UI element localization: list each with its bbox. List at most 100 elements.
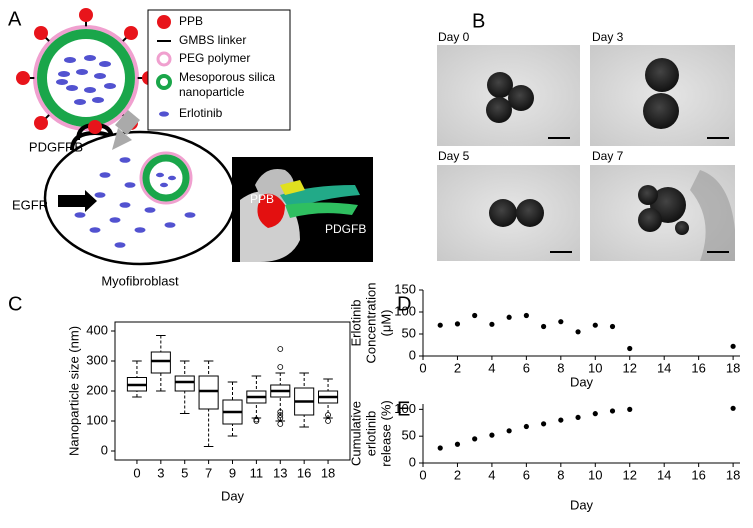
x-tick-label: 0 (133, 465, 140, 480)
drug (184, 212, 196, 218)
x-tick-label: 12 (623, 360, 637, 375)
drug (144, 207, 156, 213)
inset-label: PPB (250, 192, 274, 206)
x-tick-label: 7 (205, 465, 212, 480)
x-tick-label: 12 (623, 467, 637, 482)
data-point (437, 445, 443, 451)
inset-label: PDGFB (325, 222, 366, 236)
micrograph (590, 165, 735, 261)
outlier (253, 416, 260, 423)
x-tick-label: 2 (454, 360, 461, 375)
image-label: Day 7 (592, 149, 624, 163)
outlier (277, 415, 284, 421)
legend-label: PEG polymer (179, 51, 250, 65)
x-tick-label: 14 (657, 467, 671, 482)
panel-label: E (397, 398, 410, 420)
data-point (540, 421, 547, 427)
x-tick-label: 0 (419, 467, 426, 482)
panel-a: A PDGFRB EGFR Myofibroblast PPB GMBS lin… (8, 8, 373, 288)
x-tick-label: 9 (229, 465, 236, 480)
x-tick-label: 8 (557, 360, 564, 375)
y-tick-label: 0 (409, 347, 416, 362)
y-tick-label: 50 (402, 428, 416, 443)
box (150, 351, 171, 374)
x-tick-label: 8 (557, 467, 564, 482)
drug (74, 99, 86, 105)
data-point (609, 323, 616, 330)
x-tick-label: 4 (488, 467, 495, 482)
ppb (79, 8, 93, 22)
y-tick-label: 400 (86, 322, 108, 337)
drug (94, 73, 106, 79)
micrograph (437, 165, 580, 261)
data-point (523, 423, 529, 430)
legend-label: Mesoporous silica (179, 70, 275, 84)
y-tick-label: 200 (86, 382, 108, 397)
y-tick-label: 50 (402, 325, 416, 340)
data-point (506, 428, 512, 434)
x-axis-label: Day (570, 374, 594, 389)
data-point (592, 322, 598, 328)
data-point (437, 322, 443, 328)
data-point (627, 406, 633, 412)
micrograph (590, 45, 735, 146)
outlier (277, 421, 284, 427)
data-point (472, 436, 478, 442)
panel-label: C (8, 293, 22, 315)
box (198, 375, 219, 410)
x-tick-label: 11 (250, 465, 264, 480)
drug (119, 157, 131, 163)
outlier (325, 418, 331, 424)
x-tick-label: 2 (454, 467, 461, 482)
x-tick-label: 5 (181, 465, 188, 480)
drug (74, 212, 86, 218)
data-point (489, 432, 495, 438)
cell-label: Myofibroblast (101, 273, 179, 288)
data-point (489, 321, 495, 327)
receptor-label: EGFR (12, 197, 48, 212)
ppb (88, 120, 102, 134)
drug (89, 227, 101, 233)
ppb (124, 26, 138, 40)
panel-label: D (397, 293, 411, 315)
drug (92, 97, 104, 103)
legend-label: GMBS linker (179, 33, 246, 47)
panel-label: A (8, 8, 22, 30)
y-axis-label: Concentration (363, 283, 378, 364)
y-axis-label: Cumulative (348, 401, 363, 466)
data-point (558, 319, 564, 325)
legend-label: nanoparticle (179, 85, 245, 99)
x-tick-label: 6 (523, 360, 530, 375)
drug (119, 202, 131, 208)
drug (124, 182, 136, 188)
outlier (277, 364, 284, 370)
x-tick-label: 10 (588, 467, 602, 482)
ppb (34, 116, 48, 130)
data-point (730, 343, 736, 349)
data-point (558, 417, 564, 423)
outlier (277, 409, 284, 415)
data-point (592, 411, 598, 417)
legend (147, 9, 291, 131)
data-point (575, 329, 581, 335)
x-tick-label: 16 (691, 467, 705, 482)
drug (84, 55, 96, 61)
data-point (523, 312, 529, 319)
y-tick-label: 100 (86, 412, 108, 427)
ppb (34, 26, 48, 40)
drug (99, 61, 111, 67)
y-axis-label: Erlotinib (348, 300, 363, 347)
nanoparticle (16, 8, 156, 131)
y-tick-label: 100 (394, 401, 416, 416)
data-point (540, 323, 547, 330)
y-tick-label: 0 (101, 442, 108, 457)
y-axis-label: erlotinib (363, 411, 378, 457)
x-tick-label: 3 (157, 465, 164, 480)
x-axis-label: Day (221, 488, 245, 503)
drug (64, 57, 76, 63)
panel-b: B Day 0 Day 3 Day 5 Day 7 (437, 10, 735, 261)
image-label: Day 0 (438, 30, 470, 44)
arrow (112, 110, 140, 150)
x-tick-label: 18 (321, 465, 335, 480)
image-label: Day 3 (592, 30, 624, 44)
